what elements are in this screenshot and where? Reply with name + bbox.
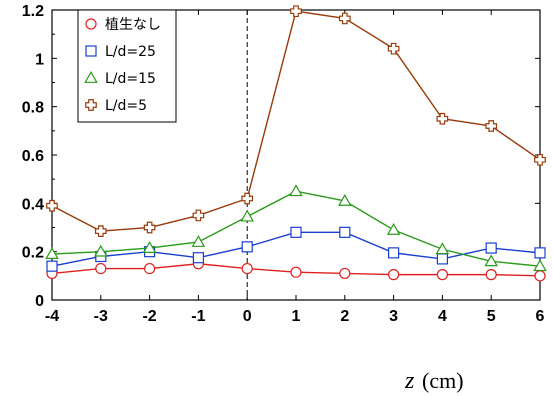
series-3 — [45, 184, 547, 272]
data-point — [388, 269, 400, 281]
data-point — [339, 226, 351, 238]
x-tick-label: 6 — [536, 308, 545, 325]
data-point — [45, 247, 59, 259]
data-point — [240, 209, 254, 222]
data-point — [94, 244, 108, 257]
data-point — [46, 260, 58, 272]
y-tick-label: 0 — [35, 293, 44, 310]
x-tick-label: -2 — [142, 308, 156, 325]
y-tick-label: 0.6 — [22, 148, 44, 165]
y-tick-label: 1 — [35, 51, 44, 68]
data-point — [290, 226, 302, 238]
data-point — [192, 252, 204, 264]
data-point — [485, 120, 498, 132]
legend: 植生なし L/d=25 L/d=15 L/d=5 — [77, 9, 177, 123]
x-tick-label: -1 — [191, 308, 205, 325]
y-tick-label: 0.2 — [22, 245, 44, 262]
y-tick-label: 1.2 — [22, 3, 44, 20]
legend-label: L/d=5 — [105, 98, 147, 114]
data-point — [533, 259, 547, 272]
data-point — [191, 235, 206, 247]
data-point — [485, 242, 497, 254]
data-point — [94, 225, 107, 237]
series-4 — [46, 5, 546, 237]
legend-label: 植生なし — [105, 17, 161, 33]
data-point — [241, 262, 253, 275]
data-point — [290, 266, 302, 278]
data-point — [290, 5, 302, 18]
series-layer — [45, 5, 547, 282]
legend-label: L/d=15 — [105, 71, 156, 87]
series-2 — [46, 226, 546, 272]
data-point — [85, 45, 97, 57]
data-point — [436, 253, 448, 265]
data-point — [339, 267, 351, 280]
data-point — [241, 241, 253, 253]
data-point — [534, 270, 546, 282]
y-tick-label: 0.4 — [22, 196, 44, 213]
data-point — [289, 184, 303, 197]
x-axis-label-unit: (cm) — [422, 368, 464, 393]
data-point — [241, 192, 254, 205]
legend-label: L/d=25 — [105, 44, 156, 60]
data-point — [484, 254, 498, 267]
x-tick-label: 0 — [243, 308, 252, 325]
data-point — [435, 242, 450, 255]
data-point — [46, 199, 58, 212]
x-axis-label-variable: z — [404, 368, 415, 394]
data-point — [485, 269, 497, 281]
x-tick-label: 1 — [292, 308, 301, 325]
y-tick-label: 0.8 — [22, 100, 44, 117]
data-point — [388, 247, 400, 259]
data-point — [144, 262, 156, 275]
x-tick-label: -3 — [94, 308, 108, 325]
data-point — [534, 247, 546, 259]
data-point — [85, 99, 97, 111]
data-point — [143, 221, 156, 234]
data-point — [387, 42, 400, 55]
data-point — [534, 153, 546, 166]
x-axis-label: z (cm) — [404, 368, 464, 394]
data-point — [84, 71, 98, 83]
data-point — [436, 112, 449, 125]
data-point — [338, 12, 351, 25]
data-point — [192, 209, 205, 222]
series-1 — [46, 258, 546, 282]
x-tick-label: -4 — [45, 308, 59, 325]
axes: -4 -3 -2 -1 0 1 2 3 4 5 6 0 0.2 0.4 0.6 0.8 1 1.2 — [22, 3, 545, 325]
x-tick-label: 2 — [340, 308, 349, 325]
data-point — [85, 18, 97, 30]
x-tick-label: 5 — [487, 308, 496, 325]
data-point — [338, 193, 352, 206]
data-point — [95, 262, 107, 275]
data-point — [142, 241, 157, 253]
x-tick-label: 4 — [438, 308, 447, 325]
data-point — [436, 269, 448, 281]
x-tick-label: 3 — [389, 308, 398, 325]
data-point — [386, 222, 401, 235]
